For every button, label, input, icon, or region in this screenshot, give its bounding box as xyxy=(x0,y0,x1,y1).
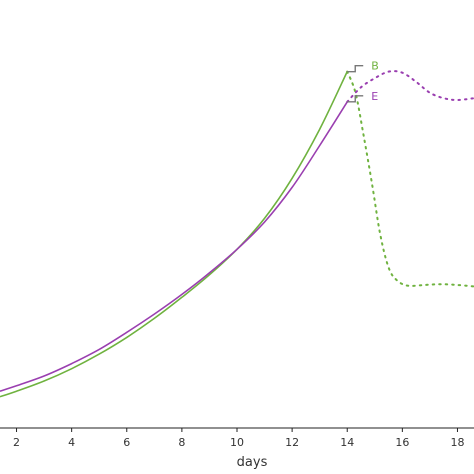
x-tick-label: 2 xyxy=(13,436,20,449)
series-e-label: E xyxy=(371,90,378,103)
series-b-label: B xyxy=(371,60,379,73)
x-tick-label: 18 xyxy=(450,436,464,449)
series-b-line xyxy=(0,71,348,398)
series-labels: BE xyxy=(347,60,379,103)
series-e-projection-line xyxy=(346,70,474,103)
x-tick-label: 12 xyxy=(285,436,299,449)
x-axis-title: days xyxy=(237,455,268,470)
x-tick-label: 6 xyxy=(123,436,130,449)
x-axis: 2 4 6 8 10 12 14 16 18 xyxy=(0,427,474,449)
series-b-label-bracket xyxy=(347,64,364,73)
series-b-projection-line xyxy=(346,70,474,288)
x-tick-label: 8 xyxy=(178,436,185,449)
series-e-line xyxy=(0,101,348,392)
x-tick-label: 10 xyxy=(230,436,244,449)
x-tick-label: 16 xyxy=(395,436,409,449)
x-tick-label: 14 xyxy=(340,436,354,449)
plot-area xyxy=(0,70,474,398)
x-tick-label: 4 xyxy=(68,436,75,449)
series-e-label-bracket xyxy=(347,95,364,103)
